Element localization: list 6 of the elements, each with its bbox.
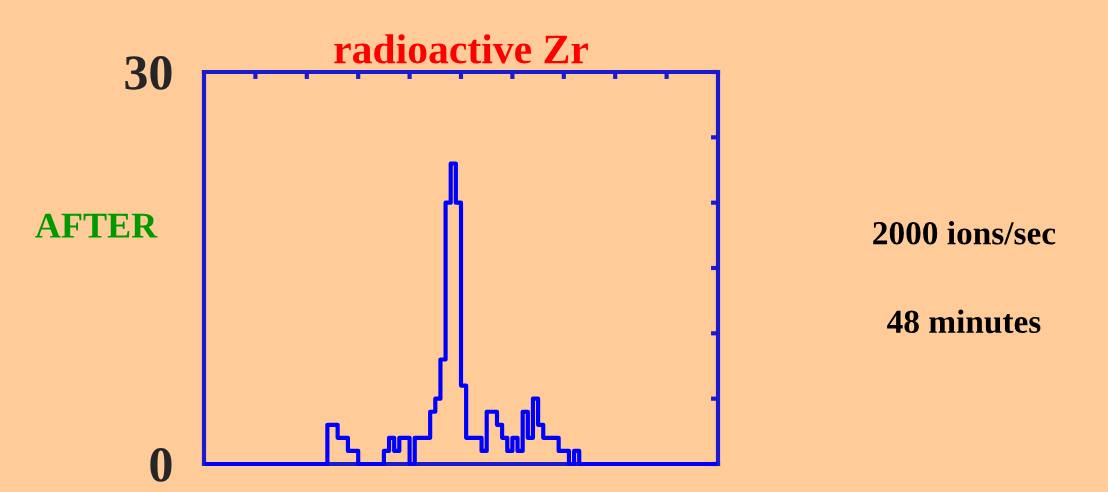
text: 48 minutes xyxy=(887,309,1041,334)
y-axis-title: AFTER xyxy=(35,213,158,238)
chart-title: radioactive Zr xyxy=(334,34,588,64)
text: 2000 ions/sec xyxy=(873,221,1056,245)
y-tick-label: 0 xyxy=(150,448,172,482)
y-tick-label: 30 xyxy=(125,56,172,90)
